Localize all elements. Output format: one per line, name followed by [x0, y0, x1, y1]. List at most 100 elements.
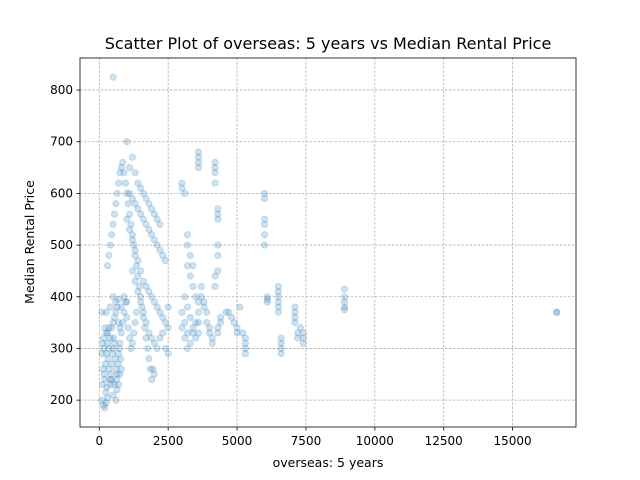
scatter-point	[127, 344, 135, 353]
scatter-point	[164, 324, 172, 332]
scatter-point	[194, 158, 203, 166]
scatter-point	[208, 339, 216, 347]
scatter-point	[261, 215, 269, 223]
scatter-point	[214, 251, 222, 260]
y-axis-label: Median Rental Price	[22, 180, 37, 304]
scatter-point	[115, 344, 123, 353]
scatter-point	[181, 334, 189, 342]
scatter-point	[106, 375, 114, 384]
scatter-point	[112, 396, 120, 404]
scatter-point	[203, 319, 211, 327]
scatter-point	[137, 184, 145, 192]
x-tick-label: 10000	[356, 434, 394, 448]
scatter-point	[222, 308, 230, 316]
scatter-point	[114, 295, 123, 303]
scatter-point	[124, 324, 132, 332]
scatter-point	[340, 298, 349, 306]
scatter-point	[186, 251, 194, 260]
scatter-point	[117, 329, 125, 337]
scatter-point	[102, 329, 110, 337]
scatter-point	[103, 383, 111, 391]
scatter-point	[145, 287, 153, 296]
scatter-point	[107, 370, 115, 378]
scatter-point	[103, 329, 112, 337]
x-tick-label: 5000	[222, 434, 253, 448]
y-tick-label: 700	[50, 135, 73, 149]
scatter-point	[161, 344, 170, 353]
scatter-point	[261, 241, 269, 249]
scatter-point	[112, 365, 120, 373]
scatter-point	[214, 210, 222, 218]
scatter-point	[553, 308, 561, 316]
scatter-point	[114, 360, 122, 368]
scatter-point	[153, 303, 161, 311]
scatter-point	[139, 308, 147, 316]
scatter-point	[119, 319, 127, 327]
scatter-point	[145, 225, 153, 234]
scatter-point	[340, 293, 349, 301]
scatter-point	[98, 308, 106, 316]
scatter-point	[120, 293, 128, 301]
scatter-point	[216, 319, 225, 327]
scatter-point	[128, 231, 136, 239]
scatter-point	[102, 399, 110, 407]
scatter-point	[291, 313, 299, 322]
scatter-point	[120, 308, 128, 316]
scatter-point	[106, 303, 114, 311]
scatter-point	[178, 324, 186, 332]
scatter-point	[128, 236, 136, 244]
scatter-point	[148, 375, 156, 384]
x-tick-label: 15000	[494, 434, 532, 448]
scatter-point	[200, 298, 208, 306]
scatter-point	[294, 329, 302, 337]
scatter-point	[98, 381, 107, 389]
scatter-point	[299, 339, 307, 347]
scatter-point	[238, 329, 247, 337]
scatter-point	[137, 293, 145, 301]
scatter-point	[113, 386, 121, 394]
scatter-point	[214, 267, 222, 275]
scatter-point	[148, 205, 156, 213]
scatter-point	[128, 267, 136, 275]
scatter-point	[145, 329, 153, 337]
scatter-point	[117, 355, 125, 363]
scatter-point	[181, 319, 189, 327]
scatter-point	[192, 319, 200, 327]
scatter-point	[233, 329, 241, 337]
scatter-point	[192, 293, 200, 301]
scatter-point	[178, 308, 186, 316]
scatter-point	[216, 313, 225, 322]
scatter-point	[153, 215, 161, 223]
scatter-point	[116, 324, 124, 332]
scatter-point	[214, 241, 222, 249]
scatter-point	[108, 360, 116, 368]
scatter-point	[130, 329, 138, 337]
scatter-point	[110, 381, 119, 389]
scatter-point	[99, 401, 108, 409]
scatter-point	[189, 329, 197, 337]
scatter-point	[183, 303, 192, 311]
scatter-point	[108, 350, 117, 358]
scatter-point	[127, 220, 135, 229]
scatter-point	[101, 404, 109, 412]
scatter-point	[101, 360, 109, 368]
scatter-point	[114, 381, 123, 389]
scatter-point	[108, 231, 116, 239]
scatter-point	[553, 308, 561, 316]
scatter-point	[99, 365, 107, 373]
scatter-point	[211, 163, 219, 172]
scatter-point	[110, 210, 119, 218]
scatter-point	[299, 334, 307, 342]
scatter-point	[214, 329, 222, 337]
scatter-point	[117, 365, 125, 373]
scatter-point	[274, 303, 282, 311]
scatter-point	[296, 324, 305, 332]
scatter-point	[156, 220, 164, 229]
scatter-point	[105, 365, 113, 373]
scatter-point	[131, 169, 139, 177]
scatter-point	[230, 319, 238, 327]
scatter-point	[100, 370, 108, 378]
scatter-point	[274, 287, 282, 296]
scatter-point	[205, 329, 214, 337]
x-tick-label: 0	[95, 434, 103, 448]
